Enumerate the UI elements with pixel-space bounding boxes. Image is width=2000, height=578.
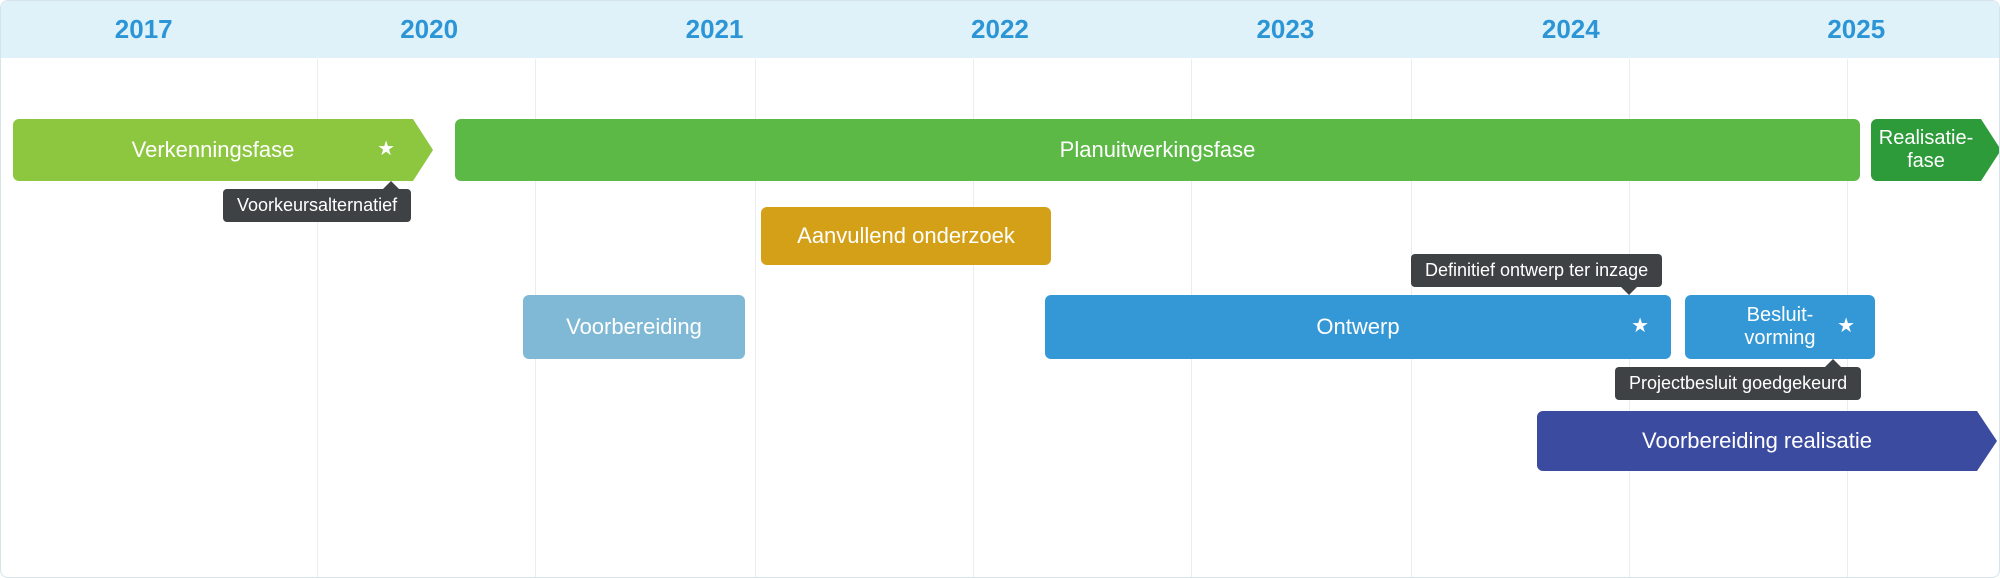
milestone-star-icon: ★ (1631, 315, 1649, 338)
phase-label: Verkenningsfase (132, 137, 295, 162)
phase-label: Planuitwerkingsfase (1060, 137, 1256, 162)
year-label: 2025 (1714, 1, 1999, 58)
phase-bar-voorbereiding: Voorbereiding (523, 295, 745, 359)
phase-label: Realisatie- fase (1879, 127, 1973, 173)
milestone-star-icon: ★ (1837, 315, 1855, 338)
bars-layer: Verkenningsfase ★ Planuitwerkingsfase Reali… (1, 59, 1999, 577)
timeline-header: 2017202020212022202320242025 (1, 1, 1999, 59)
tooltip-tt-definitief: Definitief ontwerp ter inzage (1411, 254, 1662, 287)
phase-bar-ontwerp: Ontwerp ★ (1045, 295, 1671, 359)
tooltip-tt-voorkeur: Voorkeursalternatief (223, 189, 411, 222)
phase-bar-verkenning: Verkenningsfase ★ (13, 119, 413, 181)
phase-bar-planuitwerking: Planuitwerkingsfase (455, 119, 1860, 181)
year-label: 2022 (857, 1, 1142, 58)
phase-bar-voorbereiding-realisatie: Voorbereiding realisatie (1537, 411, 1977, 471)
phase-label: Ontwerp (1316, 314, 1399, 339)
year-label: 2023 (1143, 1, 1428, 58)
timeline-container: 2017202020212022202320242025 Verkennings… (0, 0, 2000, 578)
phase-bar-aanvullend: Aanvullend onderzoek (761, 207, 1051, 265)
phase-label: Voorbereiding (566, 314, 702, 339)
milestone-star-icon: ★ (377, 138, 395, 161)
phase-label: Aanvullend onderzoek (797, 223, 1015, 248)
phase-label: Voorbereiding realisatie (1642, 428, 1872, 453)
year-label: 2024 (1428, 1, 1713, 58)
phase-bar-besluitvorming: Besluit- vorming ★ (1685, 295, 1875, 359)
phase-bar-realisatie: Realisatie- fase (1871, 119, 1981, 181)
year-label: 2020 (286, 1, 571, 58)
phase-label: Besluit- vorming (1744, 304, 1815, 350)
year-label: 2021 (572, 1, 857, 58)
year-label: 2017 (1, 1, 286, 58)
tooltip-tt-projectbesluit: Projectbesluit goedgekeurd (1615, 367, 1861, 400)
